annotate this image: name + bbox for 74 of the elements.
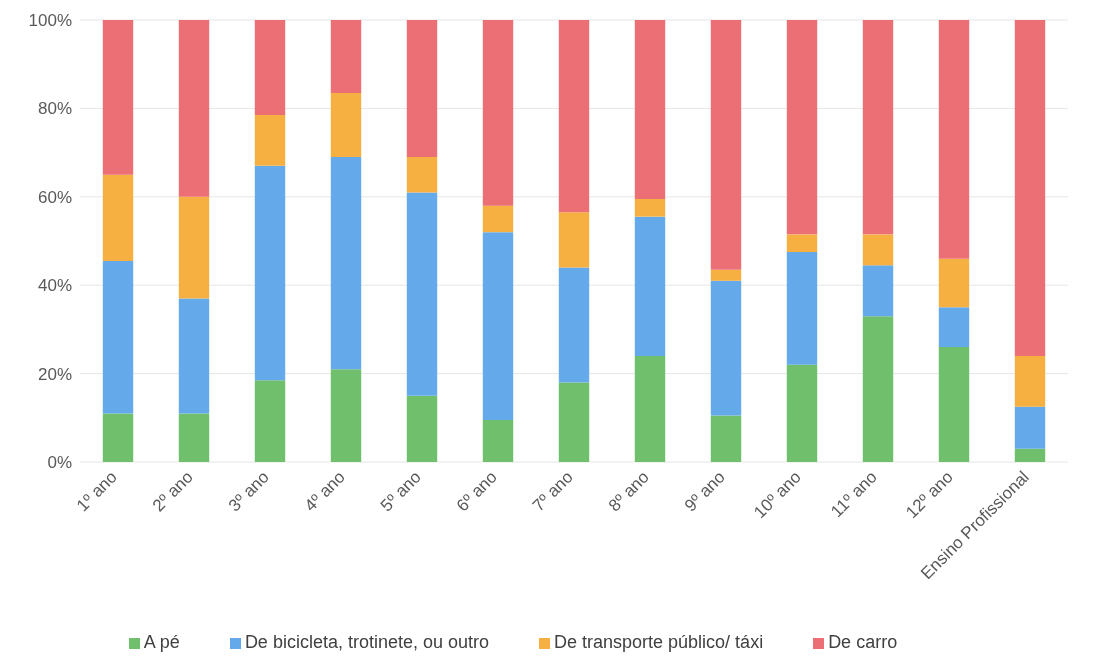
bar	[710, 269, 742, 281]
bar	[710, 415, 742, 462]
bar	[406, 395, 438, 462]
bar	[406, 157, 438, 193]
bar	[406, 192, 438, 396]
bar	[558, 212, 590, 268]
x-tick-label: 11º ano	[827, 467, 881, 522]
bar	[178, 20, 210, 197]
bar	[330, 369, 362, 462]
x-tick-label: 3º ano	[224, 467, 273, 516]
bar	[862, 20, 894, 235]
bar	[406, 20, 438, 158]
bar	[1014, 406, 1046, 449]
bar	[634, 199, 666, 217]
x-tick-label: 6º ano	[452, 467, 501, 516]
x-tick-label: 7º ano	[528, 467, 577, 516]
bar	[558, 20, 590, 213]
bar	[938, 347, 970, 462]
y-tick-label: 80%	[37, 99, 72, 119]
bar	[254, 165, 286, 381]
bar	[862, 265, 894, 317]
legend-label: De bicicleta, trotinete, ou outro	[244, 632, 490, 652]
bar	[710, 20, 742, 270]
bar	[786, 234, 818, 253]
bar	[786, 252, 818, 365]
legend-label: A pé	[143, 632, 180, 652]
bar	[482, 232, 514, 421]
legend-label: De carro	[828, 632, 898, 652]
y-tick-label: 0%	[47, 453, 72, 473]
bar	[1014, 355, 1046, 407]
bar	[634, 20, 666, 200]
bar	[178, 298, 210, 414]
bar	[938, 307, 970, 348]
bar	[1014, 20, 1046, 356]
y-tick-label: 40%	[37, 276, 72, 296]
y-tick-label: 60%	[37, 187, 72, 207]
bar	[178, 413, 210, 462]
bar	[102, 174, 134, 261]
bar	[102, 20, 134, 175]
x-tick-label: 5º ano	[376, 467, 425, 516]
bar	[938, 20, 970, 259]
y-tick-label: 100%	[28, 11, 72, 31]
bar	[710, 280, 742, 416]
x-tick-label: 2º ano	[148, 467, 197, 516]
bar	[482, 20, 514, 206]
bar	[482, 205, 514, 233]
bar	[1014, 448, 1046, 462]
x-tick-label: 1º ano	[72, 467, 121, 516]
bar	[254, 380, 286, 462]
bar	[786, 364, 818, 462]
bar	[178, 196, 210, 299]
bar	[634, 355, 666, 462]
bar	[862, 316, 894, 462]
bar	[102, 413, 134, 462]
bar	[862, 234, 894, 266]
bar	[254, 115, 286, 166]
bar	[254, 20, 286, 116]
x-tick-label: 8º ano	[604, 467, 653, 516]
bar	[938, 258, 970, 308]
y-tick-label: 20%	[37, 364, 72, 384]
bar	[102, 260, 134, 414]
bar	[330, 157, 362, 370]
bar	[786, 20, 818, 235]
bar	[330, 20, 362, 93]
x-tick-label: 4º ano	[300, 467, 349, 516]
bar	[558, 267, 590, 383]
x-tick-label: 9º ano	[680, 467, 729, 516]
x-tick-label: 10º ano	[750, 467, 805, 522]
legend-label: De transporte público/ táxi	[554, 632, 764, 652]
bar	[558, 382, 590, 462]
x-tick-label: 12º ano	[902, 467, 957, 522]
bar	[330, 92, 362, 158]
bar	[634, 216, 666, 356]
bar	[482, 420, 514, 462]
